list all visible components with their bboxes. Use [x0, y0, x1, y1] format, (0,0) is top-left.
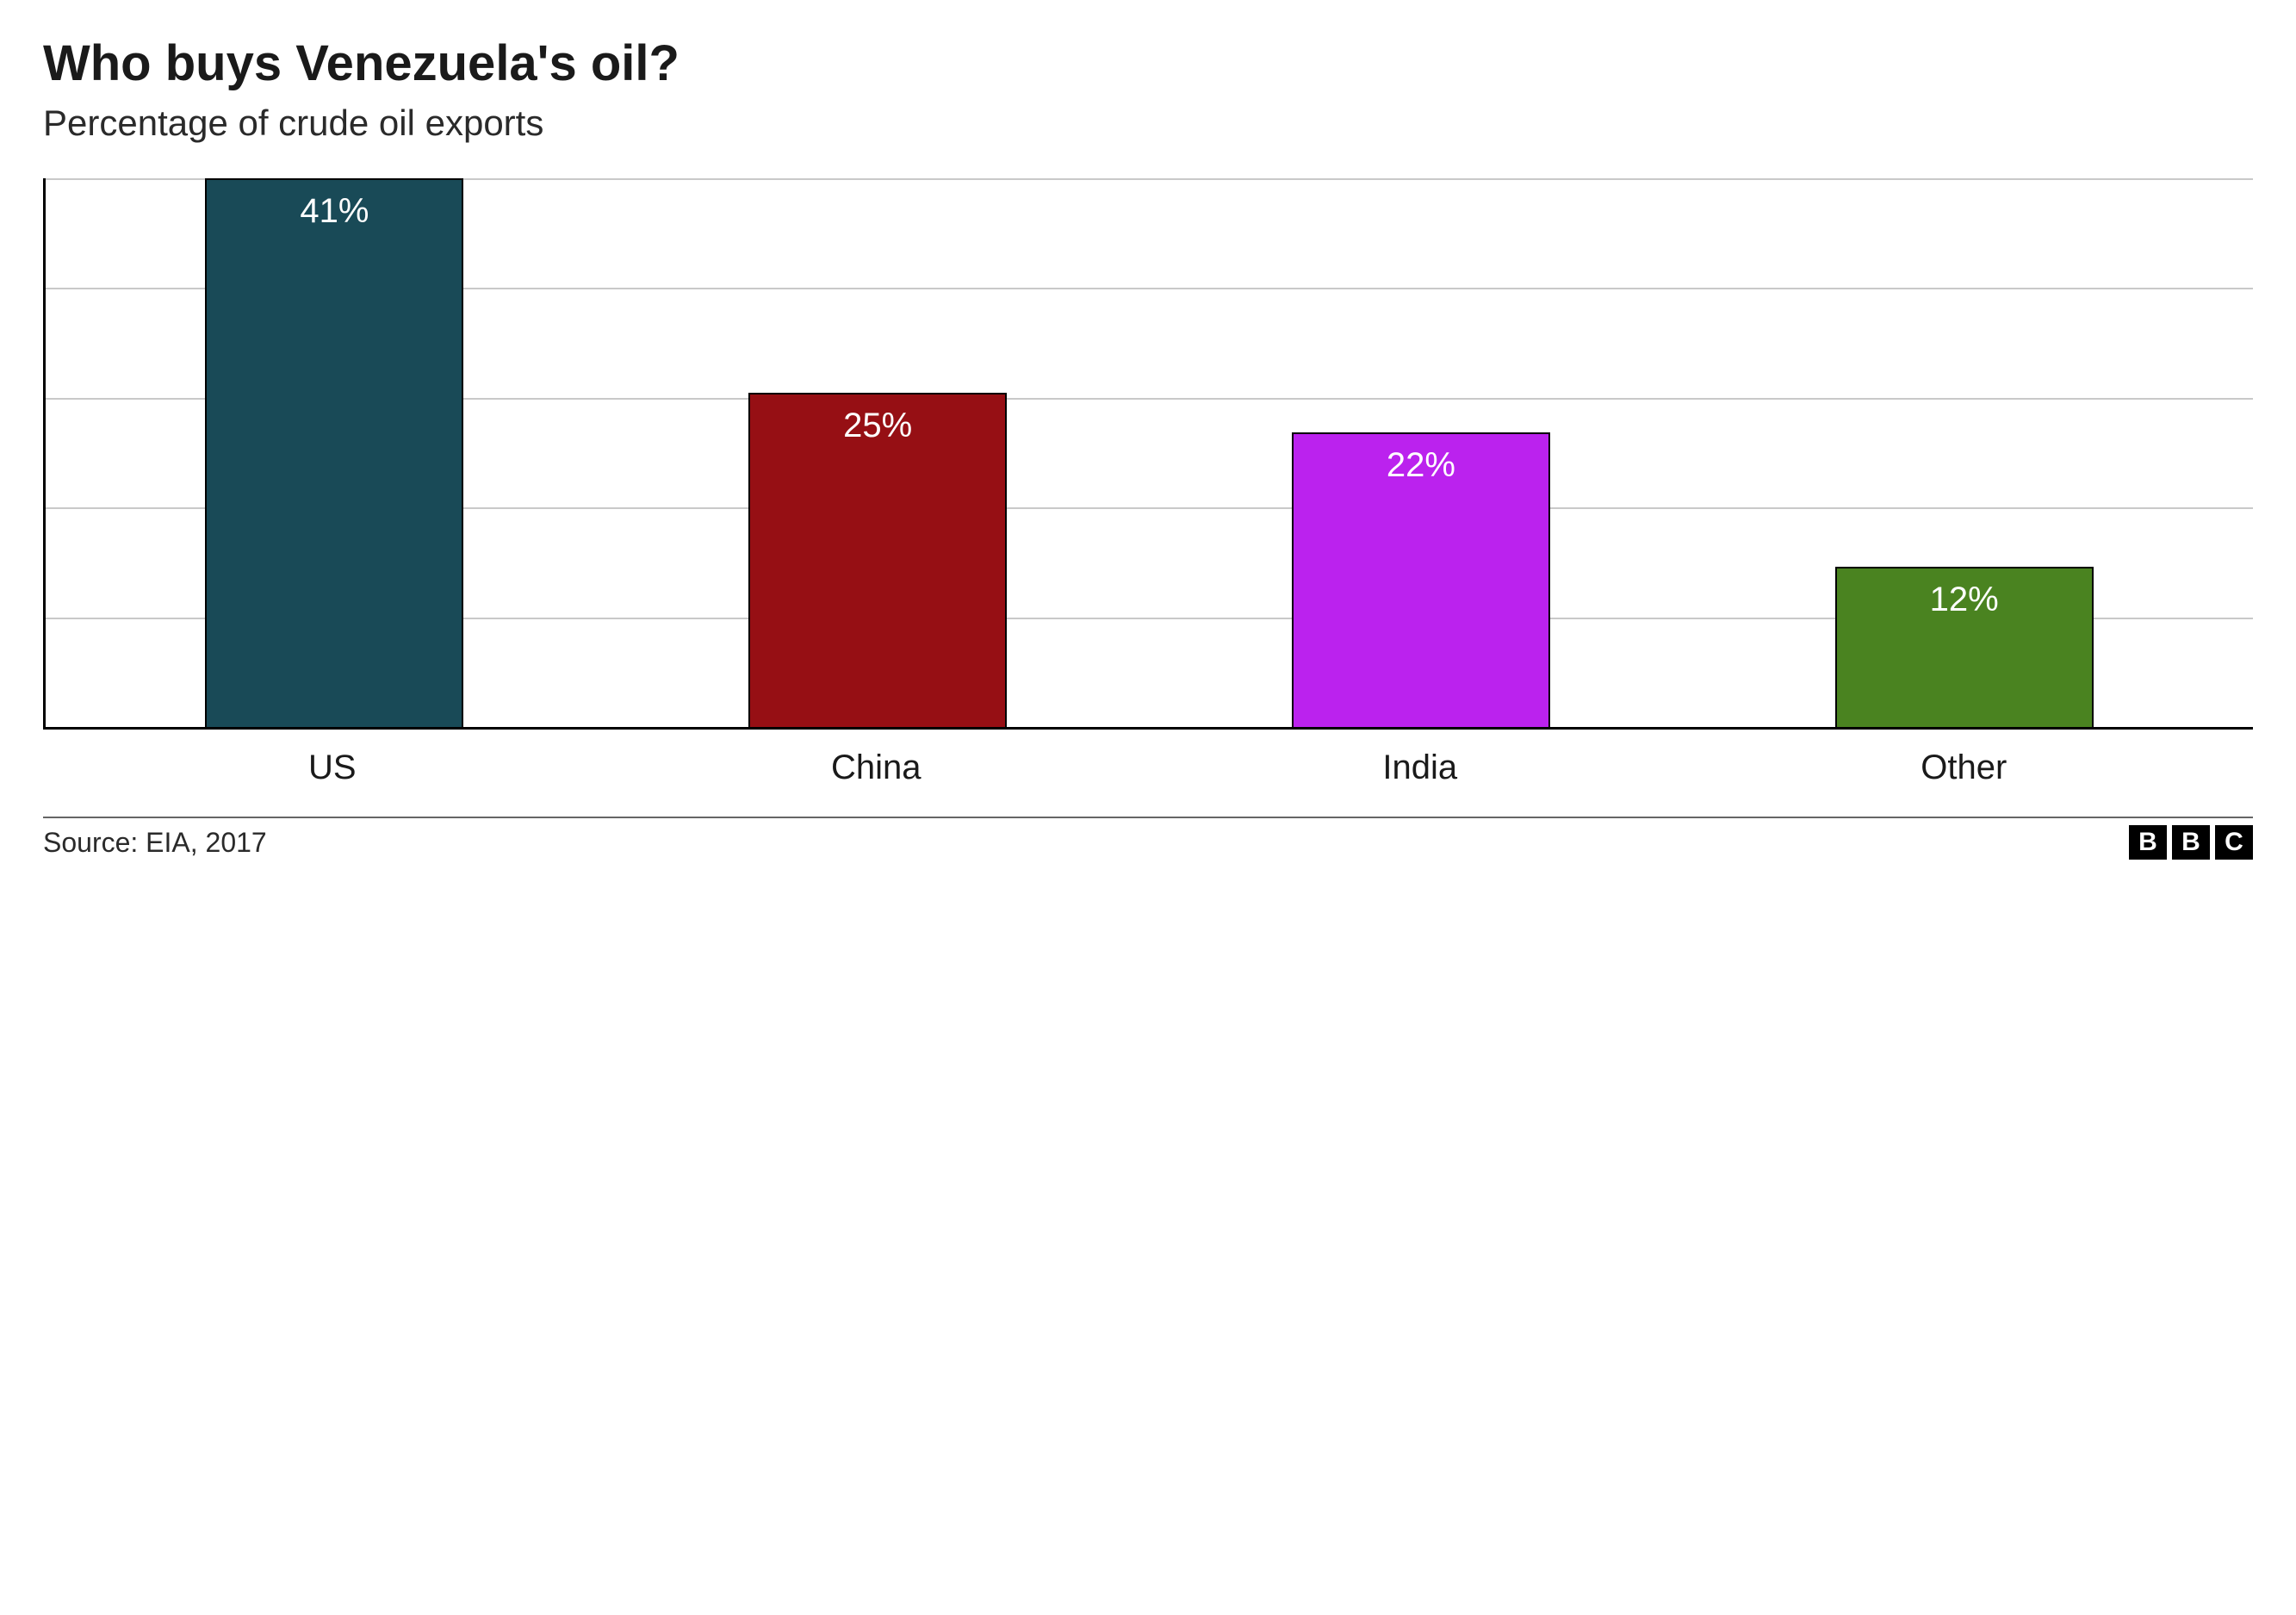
bar-column: 41%	[63, 178, 606, 727]
bbc-logo-letter: B	[2172, 825, 2210, 860]
x-axis-label: Other	[1692, 748, 2237, 787]
bar: 41%	[205, 178, 463, 727]
bar: 12%	[1835, 567, 2094, 727]
chart-title: Who buys Venezuela's oil?	[43, 34, 2253, 92]
bbc-logo: BBC	[2129, 825, 2253, 860]
bar-value-label: 41%	[300, 192, 369, 231]
bar-column: 25%	[606, 178, 1150, 727]
bar-value-label: 22%	[1387, 446, 1455, 485]
footer: Source: EIA, 2017 BBC	[43, 817, 2253, 860]
bar: 22%	[1292, 432, 1550, 727]
x-axis-label: India	[1148, 748, 1692, 787]
x-axis: USChinaIndiaOther	[43, 730, 2253, 787]
source-text: Source: EIA, 2017	[43, 827, 267, 859]
plot-area: 41% 25% 22% 12%	[43, 178, 2253, 730]
bar-value-label: 25%	[843, 407, 912, 445]
bar: 25%	[748, 393, 1007, 727]
bar-column: 12%	[1692, 178, 2236, 727]
x-axis-label: China	[605, 748, 1149, 787]
bar-value-label: 12%	[1930, 581, 1999, 619]
x-axis-label: US	[60, 748, 605, 787]
bbc-logo-letter: B	[2129, 825, 2167, 860]
bar-column: 22%	[1150, 178, 1693, 727]
bars-layer: 41% 25% 22% 12%	[46, 178, 2253, 727]
chart-container: 41% 25% 22% 12% USChinaIndiaOther	[43, 178, 2253, 787]
bbc-logo-letter: C	[2215, 825, 2253, 860]
chart-subtitle: Percentage of crude oil exports	[43, 102, 2253, 144]
